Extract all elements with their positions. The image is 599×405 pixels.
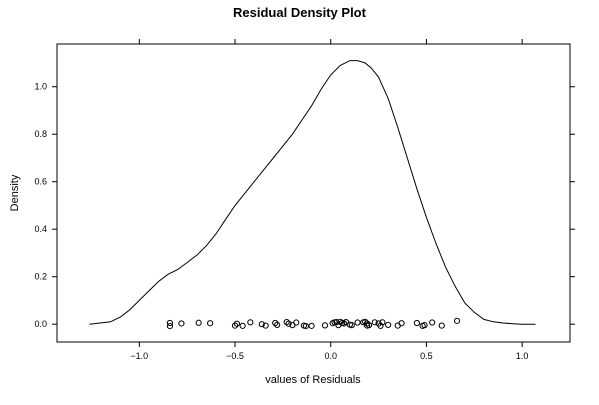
rug-point (438, 322, 445, 329)
rug-point (308, 322, 315, 329)
rug-point (429, 319, 436, 326)
rug-point (333, 318, 340, 326)
rug-point (321, 322, 329, 329)
rug-point (453, 317, 461, 324)
rug-point (262, 322, 269, 329)
x-axis-label: values of Residuals (265, 374, 361, 386)
rug-point (348, 322, 355, 329)
x-tick-label: 1.0 (516, 351, 529, 361)
rug-points (166, 317, 461, 330)
rug-point (377, 322, 384, 329)
y-axis-ticks: 0.0 0.2 0.4 0.6 0.8 1.0 (34, 82, 575, 329)
rug-point (385, 321, 392, 329)
chart-title: Residual Density Plot (233, 5, 367, 20)
rug-point (283, 318, 290, 326)
rug-point (239, 322, 246, 329)
rug-point (178, 320, 185, 327)
rug-point (233, 320, 241, 327)
rug-point (195, 319, 202, 326)
y-tick-label: 0.0 (34, 319, 47, 329)
x-tick-label: −0.5 (226, 351, 244, 361)
rug-point (379, 319, 386, 326)
rug-point (272, 319, 279, 327)
rug-point (354, 319, 361, 326)
y-tick-label: 0.8 (34, 129, 47, 139)
y-tick-label: 0.6 (34, 177, 47, 187)
density-line (89, 60, 536, 325)
rug-point (285, 320, 292, 327)
rug-point (247, 319, 254, 326)
y-tick-label: 1.0 (34, 82, 47, 92)
y-tick-label: 0.2 (34, 272, 47, 282)
rug-point (231, 322, 239, 329)
rug-point (371, 319, 378, 326)
rug-point (293, 319, 300, 326)
rug-point (207, 320, 214, 327)
rug-point (421, 322, 428, 329)
rug-point (363, 320, 371, 327)
x-tick-label: 0.0 (324, 351, 337, 361)
y-tick-label: 0.4 (34, 224, 47, 234)
rug-point (302, 322, 309, 330)
rug-point (394, 322, 401, 329)
rug-point (166, 322, 174, 330)
y-axis-label: Density (9, 174, 21, 211)
rug-point (166, 319, 174, 327)
x-tick-label: 0.5 (420, 351, 433, 361)
rug-point (413, 319, 420, 327)
rug-point (365, 322, 373, 329)
rug-point (398, 320, 405, 327)
x-tick-label: −1.0 (130, 351, 148, 361)
rug-point (258, 321, 265, 328)
plot-frame (56, 43, 571, 343)
rug-point (274, 321, 281, 329)
x-axis-ticks: −1.0 −0.5 0.0 0.5 1.0 (130, 39, 528, 361)
